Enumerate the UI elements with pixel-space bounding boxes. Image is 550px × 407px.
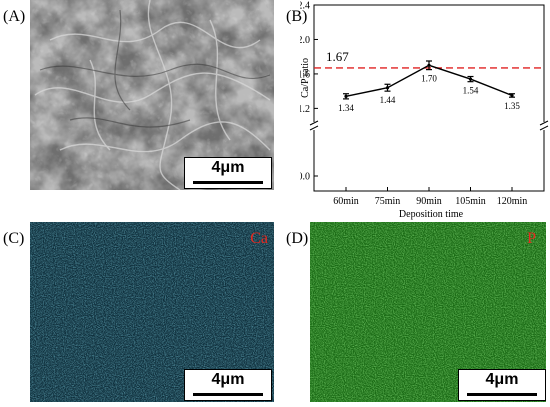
scale-bar-c: 4μm xyxy=(184,369,272,401)
scale-bar-label: 4μm xyxy=(211,371,245,388)
p-map-image: P 4μm xyxy=(310,222,546,402)
axis-break-mask-left xyxy=(310,122,318,130)
y-tick-label: 0.0 xyxy=(300,172,310,183)
y-tick-label: 1.2 xyxy=(300,104,310,115)
y-tick-label: 2.0 xyxy=(300,35,310,46)
scale-bar-a: 4μm xyxy=(184,157,272,189)
ca-element-label: Ca xyxy=(250,230,268,247)
x-tick-label: 75min xyxy=(375,196,401,207)
scale-bar-label: 4μm xyxy=(485,371,519,388)
scale-bar-d: 4μm xyxy=(458,369,546,401)
data-point xyxy=(385,86,390,90)
x-tick-label: 105min xyxy=(455,196,486,207)
sem-image: 4μm xyxy=(30,0,274,190)
ca-map-image: Ca 4μm xyxy=(30,222,274,402)
scale-bar-line xyxy=(193,181,263,184)
x-tick-label: 90min xyxy=(416,196,442,207)
x-axis-title: Deposition time xyxy=(399,209,464,220)
x-tick-label: 60min xyxy=(333,196,359,207)
panel-b-label: (B) xyxy=(286,8,308,25)
plot-frame xyxy=(313,4,545,192)
data-point xyxy=(468,77,473,81)
panel-a-label: (A) xyxy=(3,8,26,25)
ca-p-ratio-chart: 0.0 1.2 1.6 2.0 2.4 60min 75min 90min 105min 120m… xyxy=(300,1,549,220)
sem-texture xyxy=(30,0,274,190)
panel-d-label: (D) xyxy=(286,230,309,247)
data-label: 1.54 xyxy=(463,86,479,96)
axis-break-right xyxy=(539,120,549,131)
axis-break-left xyxy=(309,120,319,131)
scale-bar-label: 4μm xyxy=(211,159,245,176)
panel-c-label: (C) xyxy=(3,230,25,247)
data-point xyxy=(344,94,348,98)
data-point xyxy=(510,93,514,98)
data-point xyxy=(427,63,431,67)
reference-line-label: 1.67 xyxy=(326,49,349,64)
data-label: 1.44 xyxy=(380,95,396,105)
data-label: 1.34 xyxy=(338,103,354,113)
scale-bar-line xyxy=(193,393,263,396)
p-element-label: P xyxy=(527,230,536,247)
y-axis-title: Ca/P ratio xyxy=(300,58,311,98)
y-tick-label: 2.4 xyxy=(300,1,310,12)
x-tick-label: 120min xyxy=(497,196,528,207)
scale-bar-line xyxy=(467,393,537,396)
data-label: 1.35 xyxy=(504,101,520,111)
data-label: 1.70 xyxy=(421,74,437,84)
axis-break-mask-right xyxy=(540,122,548,130)
y-tick-label: 1.6 xyxy=(300,69,310,80)
